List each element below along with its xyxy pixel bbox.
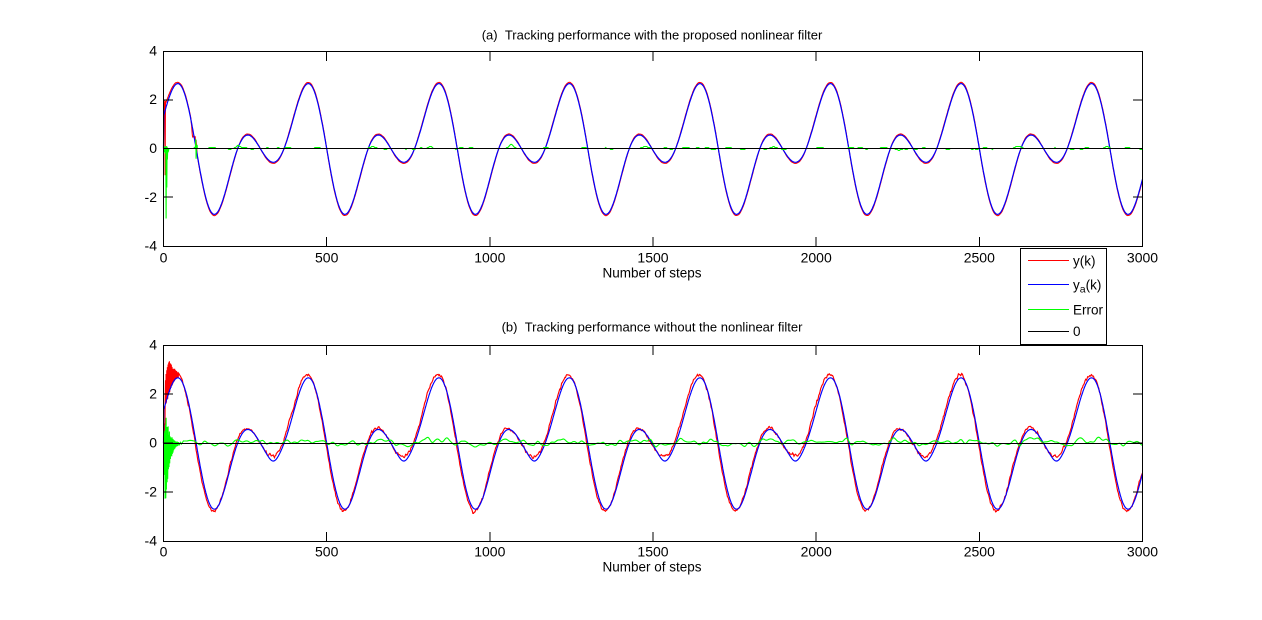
svg-text:-4: -4 <box>145 533 158 549</box>
svg-text:2000: 2000 <box>801 544 832 560</box>
svg-text:2: 2 <box>149 386 157 402</box>
svg-text:-4: -4 <box>145 238 158 254</box>
svg-text:500: 500 <box>315 250 339 266</box>
svg-text:(a) Tracking performance with: (a) Tracking performance with the propos… <box>482 28 823 43</box>
svg-text:0: 0 <box>149 435 157 451</box>
svg-text:500: 500 <box>315 544 339 560</box>
svg-text:(b) Tracking performance with: (b) Tracking performance without the non… <box>502 320 803 335</box>
svg-text:0: 0 <box>160 250 168 266</box>
svg-text:1500: 1500 <box>637 250 668 266</box>
svg-text:Error: Error <box>1073 303 1104 318</box>
svg-text:-2: -2 <box>145 189 158 205</box>
svg-text:0: 0 <box>149 140 157 156</box>
svg-text:1500: 1500 <box>637 544 668 560</box>
svg-text:Number of steps: Number of steps <box>602 266 701 281</box>
svg-text:1000: 1000 <box>474 544 505 560</box>
svg-text:0: 0 <box>1073 324 1081 339</box>
svg-text:Number of steps: Number of steps <box>602 560 701 575</box>
svg-text:1000: 1000 <box>474 250 505 266</box>
svg-text:-2: -2 <box>145 484 158 500</box>
svg-text:2500: 2500 <box>964 250 995 266</box>
svg-text:2: 2 <box>149 91 157 107</box>
svg-text:y(k): y(k) <box>1073 254 1096 269</box>
svg-text:2000: 2000 <box>801 250 832 266</box>
svg-text:4: 4 <box>149 43 157 59</box>
svg-text:4: 4 <box>149 337 157 353</box>
svg-text:0: 0 <box>160 544 168 560</box>
svg-text:3000: 3000 <box>1127 544 1158 560</box>
svg-text:3000: 3000 <box>1127 250 1158 266</box>
svg-text:2500: 2500 <box>964 544 995 560</box>
